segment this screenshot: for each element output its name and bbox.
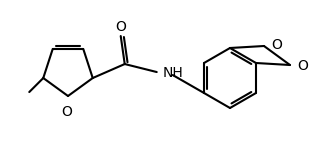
Text: O: O (297, 59, 308, 73)
Text: O: O (62, 105, 73, 119)
Text: NH: NH (163, 66, 183, 80)
Text: O: O (271, 38, 282, 52)
Text: O: O (115, 20, 126, 34)
